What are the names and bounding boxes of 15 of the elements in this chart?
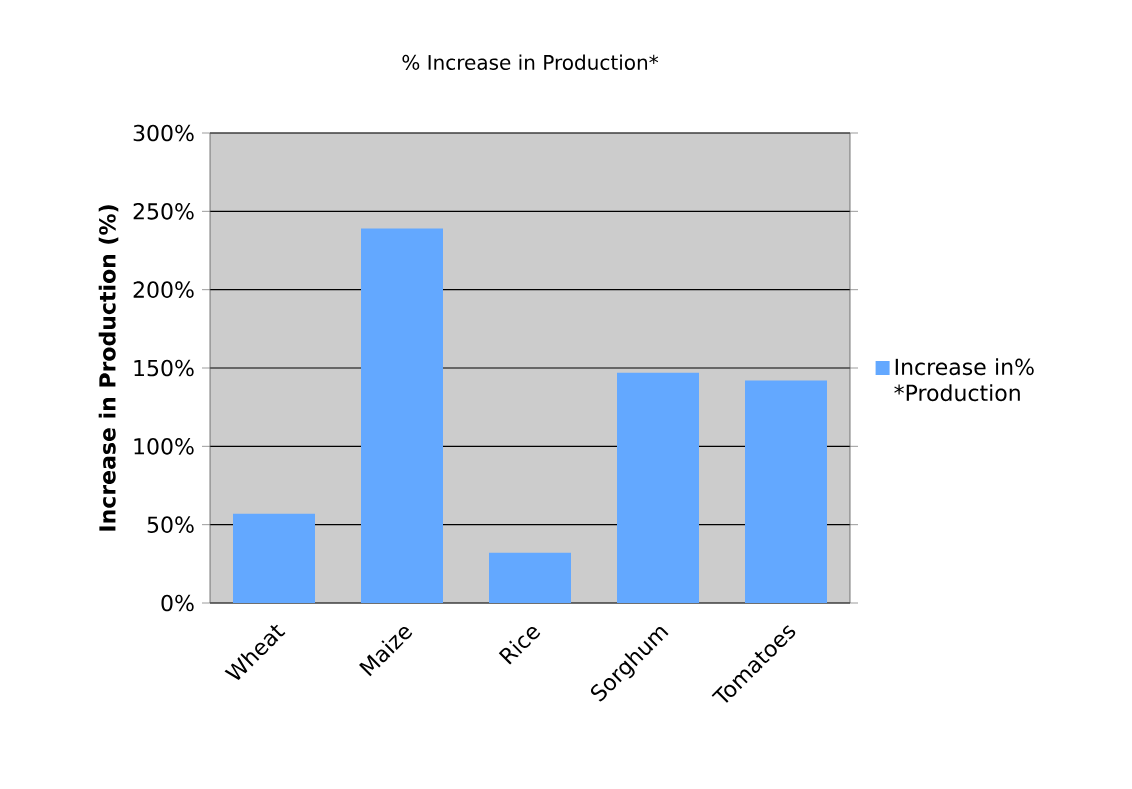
legend-label: Increase in% *Production	[894, 358, 1034, 402]
y-tick-label: 100%	[134, 438, 194, 455]
chart-title: % Increase in Production*	[402, 54, 659, 70]
bar	[361, 228, 443, 603]
bar	[617, 372, 699, 603]
y-tick-label: 300%	[133, 124, 194, 142]
bar	[489, 552, 571, 603]
y-axis-title: Increase in Production (%)	[98, 205, 119, 531]
bar	[233, 513, 315, 603]
y-tick-label: 0%	[161, 594, 194, 612]
y-tick-label: 250%	[133, 203, 194, 220]
y-tick-label: 150%	[134, 359, 194, 377]
y-tick-label: 200%	[133, 281, 194, 298]
bar	[745, 380, 827, 603]
y-tick-label: 50%	[147, 516, 194, 533]
